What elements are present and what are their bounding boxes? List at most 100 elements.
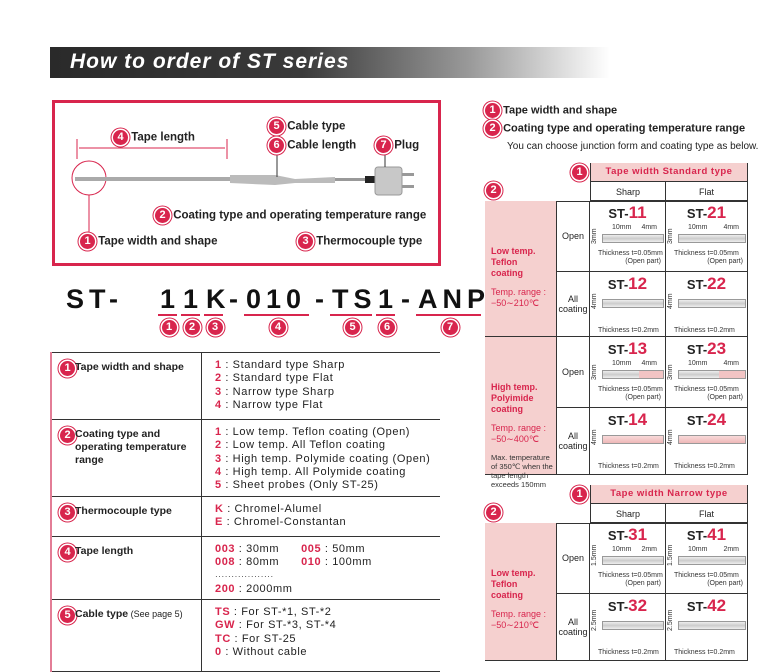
temp-note: Max. temperature of 350℃ when the tape l…: [491, 453, 553, 489]
number-badge: 1: [572, 165, 587, 180]
option-code: 4: [215, 398, 222, 411]
number-badge: 2: [485, 121, 500, 136]
tape-drawing: [678, 299, 746, 308]
option-code: E: [215, 516, 223, 529]
option-desc: : 100mm: [321, 556, 372, 569]
dim-height: 3mm: [591, 364, 598, 380]
coating-group: Low temp. Teflon coating Temp. range : −50∼2…: [485, 201, 557, 337]
coating-label: All coating: [557, 408, 590, 475]
dim-length: 10mm: [612, 546, 632, 553]
model-number: ST-13: [590, 339, 665, 359]
coating-name: High temp.: [491, 382, 538, 392]
option-code: 5: [215, 479, 222, 492]
col-header-flat: Flat: [666, 503, 748, 523]
coating-part: [718, 371, 745, 378]
option-pair: 200 : 2000mm: [215, 583, 293, 595]
model-number: ST-11: [590, 203, 665, 223]
number-badge: 5: [345, 320, 360, 335]
dim-width: 2mm: [641, 546, 657, 553]
model-number: ST-21: [666, 203, 747, 223]
heading-tape-width: 1 Tape width and shape: [485, 103, 617, 118]
option-desc: : Without cable: [221, 645, 308, 658]
option-pair: GW : For ST-*3, ST-*4: [215, 619, 336, 631]
dim-height: 4mm: [591, 293, 598, 309]
model-cell-st-22: ST-22 4mm Thickness t=0.2mm: [666, 272, 748, 337]
option-pair: TC : For ST-25: [215, 633, 296, 645]
spec-option: 008 : 80mm 010 : 100mm: [215, 556, 372, 569]
option-pair: 005 : 50mm: [301, 543, 365, 555]
model-code: 24: [707, 410, 727, 429]
code-underline: [204, 314, 223, 316]
tape-drawing: [602, 556, 664, 565]
coating-label: Open: [557, 201, 590, 272]
table-title: Tape width Narrow type: [590, 485, 748, 503]
option-desc: : Low temp. Teflon coating (Open): [221, 426, 411, 438]
model-prefix: ST-: [607, 413, 629, 428]
model-prefix: ST-: [608, 206, 629, 221]
spec-option: TC : For ST-25: [215, 633, 336, 646]
model-code: 14: [628, 410, 648, 429]
number-badge: 4: [270, 320, 286, 335]
number-badge: 1: [485, 103, 500, 118]
heading-coating: 2 Coating type and operating temperature…: [485, 121, 745, 136]
option-code: 200: [215, 582, 236, 595]
thickness-note: (Open part): [707, 394, 743, 401]
dim-height: 4mm: [667, 429, 674, 445]
spec-option: 5 : Sheet probes (Only ST-25): [215, 479, 430, 492]
dim-height: 1.5mm: [667, 544, 674, 566]
option-pair: 3 : Narrow type Sharp: [215, 386, 335, 398]
code-segment: -: [401, 284, 415, 314]
model-prefix: ST-: [607, 277, 629, 292]
spec-option: 0 : Without cable: [215, 646, 336, 659]
option-desc: : High temp. All Polymide coating: [221, 465, 406, 478]
option-desc: : For ST-*1, ST-*2: [230, 606, 332, 618]
number-badge: 7: [442, 320, 458, 335]
code-segment: 010: [246, 284, 307, 314]
model-cell-st-32: ST-32 2.5mm Thickness t=0.2mm: [590, 594, 666, 661]
option-desc: : For ST-*3, ST-*4: [235, 619, 337, 632]
thickness: Thickness t=0.2mm: [598, 649, 659, 656]
dim-width: 4mm: [641, 224, 657, 231]
option-desc: : High temp. Polymide coating (Open): [221, 452, 431, 465]
probe-illustration: [71, 139, 414, 236]
dim-length: 10mm: [612, 224, 632, 231]
model-cell-st-42: ST-42 2.5mm Thickness t=0.2mm: [666, 594, 748, 661]
tape-drawing: [602, 621, 664, 630]
option-desc: : Low temp. All Teflon coating: [221, 439, 386, 452]
option-pair: 5 : Sheet probes (Only ST-25): [215, 479, 379, 491]
model-code: 42: [707, 596, 727, 615]
model-prefix: ST-: [686, 413, 708, 428]
model-number: ST-14: [590, 410, 665, 430]
dim-width: 4mm: [641, 360, 657, 367]
dim-width: 4mm: [723, 360, 739, 367]
number-badge: 3: [298, 234, 313, 249]
label-text: Tape width and shape: [98, 235, 218, 248]
label-cable-type: 5 Cable type: [269, 119, 345, 134]
spec-option: 1 : Standard type Sharp: [215, 359, 345, 372]
label-cable-length: 6 Cable length: [269, 138, 356, 153]
option-pair: ··················: [215, 570, 274, 582]
spec-row-heading: 1 Tape width and shape: [52, 353, 202, 419]
dim-height: 4mm: [591, 429, 598, 445]
model-code: 13: [628, 339, 648, 358]
label-text: Cable type: [287, 120, 346, 133]
spec-options: 003 : 30mm 005 : 50mm 008 : 80mm 010 : 100m…: [215, 543, 372, 596]
table-title: Tape width Standard type: [590, 163, 748, 181]
option-desc: : Chromel-Alumel: [223, 503, 322, 515]
model-prefix: ST-: [607, 342, 629, 357]
option-code: TC: [215, 632, 231, 645]
number-badge: 6: [379, 320, 395, 335]
tape-drawing: [602, 234, 664, 243]
label-text: Tape length: [131, 131, 195, 144]
thickness: Thickness t=0.05mm: [674, 386, 739, 393]
spec-option: 2 : Low temp. All Teflon coating: [215, 439, 430, 452]
spec-heading-text: Tape length: [75, 545, 134, 557]
option-code: 1: [215, 426, 222, 438]
number-badge: 5: [60, 608, 75, 623]
option-desc: : Standard type Flat: [221, 372, 334, 385]
number-badge: 1: [572, 487, 587, 502]
code-segment: ANP: [418, 284, 491, 314]
model-cell-st-23: ST-23 10mm 4mm 3mm Thickness t=0.05mm (Open p…: [666, 337, 748, 408]
spec-row: 4 Tape length 003 : 30mm 005 : 50mm 008 : 8…: [52, 537, 440, 600]
temp-range: Temp. range : −50∼400℃: [491, 423, 556, 445]
